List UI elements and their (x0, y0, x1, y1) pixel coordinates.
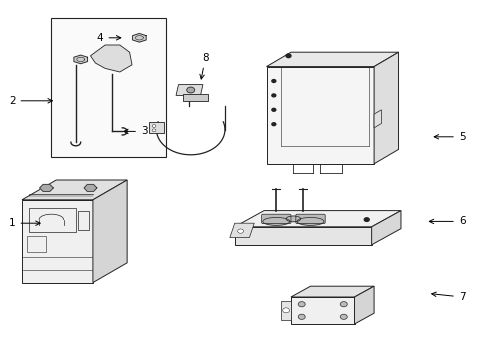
Text: 4: 4 (97, 33, 121, 43)
Polygon shape (266, 52, 398, 67)
FancyBboxPatch shape (261, 214, 290, 224)
Polygon shape (234, 211, 400, 227)
Polygon shape (132, 33, 146, 42)
Circle shape (152, 129, 156, 132)
Polygon shape (84, 184, 97, 192)
Text: 8: 8 (200, 53, 208, 79)
Polygon shape (22, 180, 127, 200)
Bar (78, 211, 89, 230)
Polygon shape (22, 200, 93, 283)
Polygon shape (290, 297, 354, 324)
Circle shape (364, 218, 368, 221)
Text: 6: 6 (428, 216, 465, 226)
Bar (29, 208, 76, 232)
Polygon shape (373, 52, 398, 164)
Polygon shape (371, 211, 400, 245)
Circle shape (271, 123, 275, 126)
Circle shape (298, 302, 305, 307)
Circle shape (282, 308, 289, 313)
Polygon shape (290, 286, 373, 297)
Circle shape (152, 125, 156, 127)
Circle shape (340, 302, 346, 307)
Ellipse shape (297, 217, 323, 225)
Text: 2: 2 (9, 96, 52, 106)
Circle shape (237, 229, 243, 233)
Text: 7: 7 (431, 292, 465, 302)
Polygon shape (40, 184, 53, 192)
Bar (51, 18, 166, 157)
Text: 1: 1 (9, 218, 40, 228)
Polygon shape (90, 45, 132, 72)
Polygon shape (74, 55, 87, 64)
Circle shape (186, 87, 194, 93)
Circle shape (271, 80, 275, 82)
Ellipse shape (285, 216, 300, 222)
Polygon shape (149, 122, 163, 133)
Polygon shape (229, 223, 254, 238)
Polygon shape (183, 94, 207, 101)
Text: 3: 3 (123, 126, 147, 136)
Ellipse shape (263, 217, 289, 225)
Polygon shape (354, 286, 373, 324)
Circle shape (271, 108, 275, 111)
Polygon shape (93, 180, 127, 283)
Polygon shape (373, 110, 381, 128)
Circle shape (271, 94, 275, 97)
Circle shape (298, 314, 305, 319)
Polygon shape (281, 301, 290, 320)
Bar (27, 236, 46, 252)
Circle shape (285, 54, 290, 58)
Polygon shape (176, 85, 203, 95)
FancyBboxPatch shape (295, 214, 325, 224)
Circle shape (340, 314, 346, 319)
Text: 5: 5 (433, 132, 465, 142)
Polygon shape (266, 67, 373, 164)
Polygon shape (234, 227, 371, 245)
